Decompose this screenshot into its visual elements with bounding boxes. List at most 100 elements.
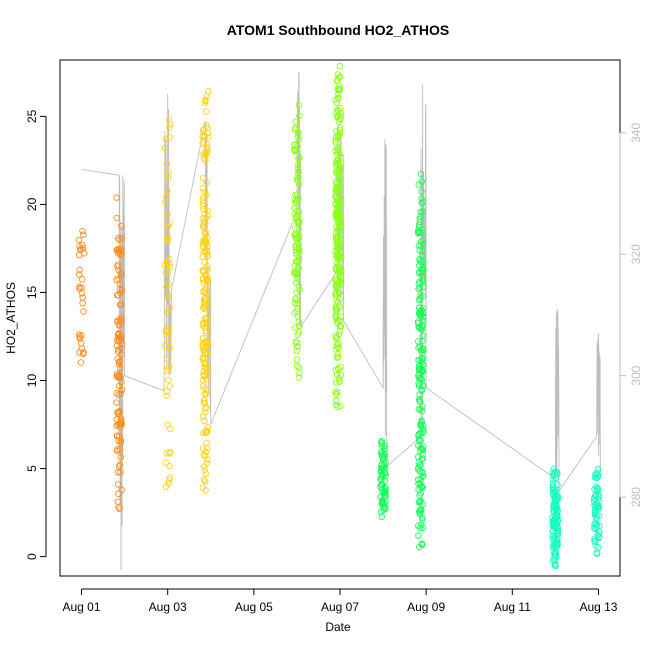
- data-point: [199, 413, 207, 420]
- data-point: [335, 245, 343, 253]
- data-point: [415, 324, 423, 331]
- data-point: [551, 532, 558, 540]
- data-point: [203, 244, 211, 251]
- data-point: [294, 161, 302, 169]
- data-point: [335, 375, 343, 382]
- data-point: [554, 528, 561, 535]
- data-point: [164, 269, 172, 276]
- data-point: [166, 220, 173, 227]
- data-point: [117, 251, 124, 259]
- data-point: [204, 320, 211, 328]
- data-point: [377, 449, 385, 456]
- data-point: [382, 485, 389, 492]
- data-point: [199, 382, 207, 390]
- data-point: [336, 323, 344, 330]
- data-point: [292, 191, 299, 199]
- data-point: [117, 453, 125, 461]
- axes-layer: Aug 01 Aug 03 Aug 05 Aug 07 Aug 09 Aug 11 Aug …: [25, 59, 643, 614]
- y-tick-label: 5: [25, 465, 39, 472]
- data-point: [337, 403, 344, 410]
- data-point: [118, 272, 125, 280]
- data-point: [333, 334, 341, 341]
- data-point: [551, 512, 558, 520]
- data-point: [203, 281, 211, 289]
- data-point: [335, 202, 342, 209]
- data-point: [335, 87, 342, 94]
- data-point: [419, 247, 426, 255]
- data-point: [332, 401, 340, 408]
- x-axis-label: Date: [325, 620, 351, 634]
- data-point: [335, 219, 342, 226]
- data-point: [382, 493, 389, 500]
- data-point: [166, 134, 173, 141]
- data-point: [202, 361, 210, 368]
- y-tick-label: 15: [25, 285, 39, 299]
- data-point: [296, 208, 303, 216]
- data-point: [203, 252, 211, 260]
- data-point: [382, 458, 389, 466]
- data-point: [202, 231, 209, 238]
- data-point: [164, 211, 171, 218]
- data-point: [199, 445, 207, 452]
- data-point: [117, 437, 125, 444]
- data-point: [165, 255, 173, 263]
- data-point: [165, 480, 172, 487]
- data-point: [333, 196, 340, 203]
- data-point: [419, 446, 427, 454]
- data-point: [161, 144, 169, 152]
- data-point: [162, 135, 170, 142]
- data-point: [419, 276, 426, 284]
- data-point: [166, 304, 173, 311]
- data-point: [116, 286, 124, 293]
- data-point: [415, 280, 423, 288]
- data-point: [415, 431, 422, 438]
- data-point: [114, 469, 122, 476]
- data-point: [164, 421, 171, 428]
- data-point: [416, 363, 424, 370]
- data-point: [377, 468, 384, 475]
- data-point: [165, 376, 172, 384]
- data-point: [200, 319, 207, 326]
- data-point: [199, 133, 206, 141]
- data-point: [201, 237, 209, 244]
- data-point: [199, 335, 207, 342]
- data-point: [293, 356, 301, 363]
- data-point: [380, 489, 388, 497]
- data-point: [296, 245, 303, 253]
- data-point: [293, 339, 301, 346]
- data-point: [117, 390, 124, 397]
- data-point: [333, 371, 341, 379]
- data-point: [552, 562, 559, 570]
- data-point: [377, 508, 385, 516]
- data-point: [166, 474, 174, 481]
- data-point: [116, 461, 124, 469]
- data-point: [201, 287, 209, 294]
- data-point: [332, 289, 340, 296]
- data-point: [203, 140, 210, 148]
- data-point: [419, 236, 427, 244]
- data-point: [199, 484, 207, 491]
- data-point: [204, 129, 212, 137]
- data-point: [199, 267, 207, 275]
- data-point: [113, 432, 121, 440]
- data-point: [166, 345, 174, 352]
- data-point: [415, 532, 422, 539]
- data-point: [294, 343, 301, 350]
- data-point: [117, 439, 124, 447]
- data-point: [416, 498, 424, 505]
- data-point: [335, 184, 343, 192]
- data-point: [162, 459, 170, 467]
- data-point: [204, 444, 211, 452]
- data-point: [117, 222, 125, 230]
- data-point: [417, 420, 424, 428]
- data-point: [200, 279, 207, 287]
- data-point: [592, 542, 599, 549]
- data-point: [332, 388, 339, 396]
- data-point: [554, 471, 561, 478]
- data-point: [415, 181, 423, 188]
- data-point: [418, 541, 426, 549]
- data-point: [118, 386, 126, 393]
- data-point: [419, 332, 426, 340]
- data-point: [553, 542, 561, 549]
